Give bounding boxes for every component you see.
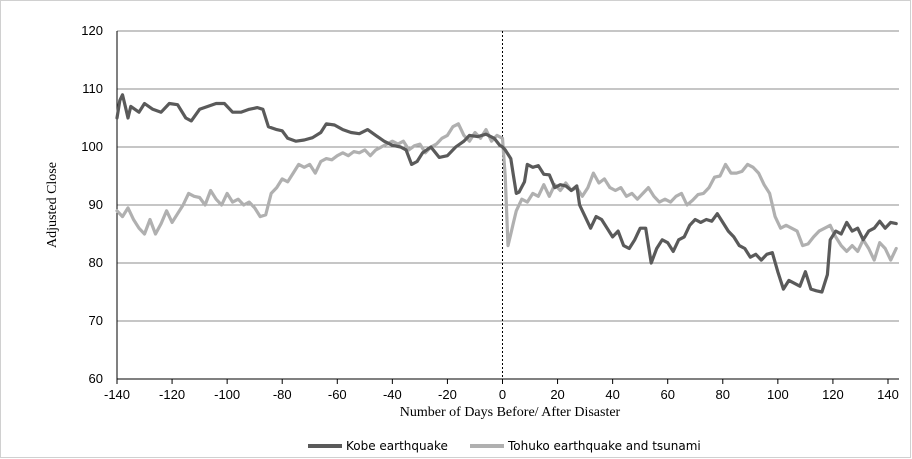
y-tick-label: 120 xyxy=(81,23,103,38)
x-tick-label: 0 xyxy=(499,387,506,402)
y-tick-label: 60 xyxy=(89,371,103,386)
x-tick-labels: -140 -120 -100 -80 -60 -40 -20 0 20 40 60 80 100 120 1… xyxy=(104,387,899,402)
x-tick-label: -80 xyxy=(273,387,292,402)
x-tick-label: 100 xyxy=(767,387,789,402)
x-tick-label: 20 xyxy=(550,387,564,402)
x-tick-label: 140 xyxy=(877,387,899,402)
legend-label-tohuko: Tohuko earthquake and tsunami xyxy=(507,439,701,453)
x-tick-label: 40 xyxy=(605,387,619,402)
x-tick-label: 120 xyxy=(822,387,844,402)
legend: Kobe earthquake Tohuko earthquake and ts… xyxy=(308,439,701,453)
y-tick-label: 110 xyxy=(82,81,103,96)
series-line-kobe xyxy=(115,93,898,294)
legend-label-kobe: Kobe earthquake xyxy=(346,439,448,453)
x-tick-label: -20 xyxy=(438,387,457,402)
x-tick-label: 60 xyxy=(660,387,674,402)
x-tick-label: -100 xyxy=(214,387,240,402)
x-tick-label: -140 xyxy=(104,387,130,402)
y-tick-label: 80 xyxy=(89,255,103,270)
x-tick-label: -40 xyxy=(383,387,402,402)
y-tick-label: 70 xyxy=(89,313,103,328)
y-tick-label: 90 xyxy=(89,197,103,212)
y-tick-label: 100 xyxy=(81,139,103,154)
y-tick-labels: 60 70 80 90 100 110 120 xyxy=(81,23,103,386)
x-tick-label: -120 xyxy=(159,387,185,402)
gridlines xyxy=(117,30,899,322)
series-line-tohuko xyxy=(115,122,898,262)
x-tick-label: -60 xyxy=(328,387,347,402)
x-axis-title: Number of Days Before/ After Disaster xyxy=(400,405,621,420)
series-lines xyxy=(115,93,898,294)
x-tick-label: 80 xyxy=(716,387,730,402)
axes xyxy=(116,31,899,384)
y-axis-title: Adjusted Close xyxy=(45,162,60,248)
